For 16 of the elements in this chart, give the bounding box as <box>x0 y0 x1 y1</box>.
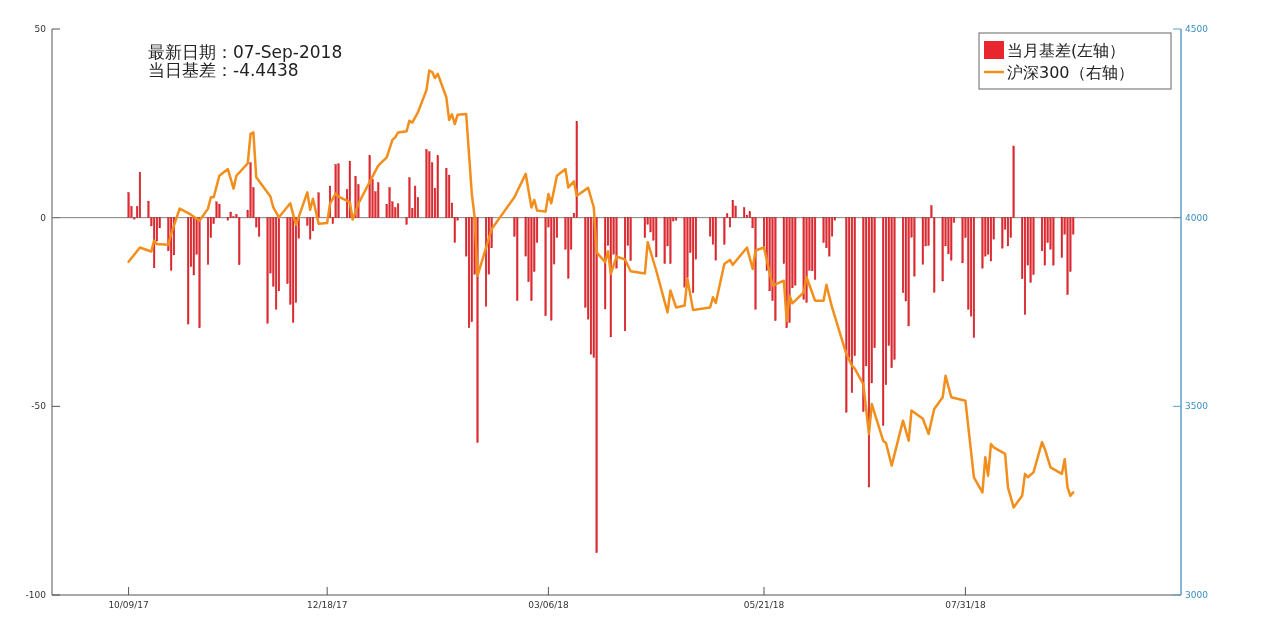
x-tick-label: 05/21/18 <box>743 600 785 610</box>
x-tick-label: 03/06/18 <box>528 600 569 610</box>
y-tick-label: -100 <box>25 590 47 600</box>
x-tick-label: 12/18/17 <box>306 600 348 610</box>
y-tick-label: -50 <box>31 401 47 412</box>
y-tick-label: 0 <box>40 212 47 223</box>
y2-tick-label: 4000 <box>1185 212 1209 223</box>
y-tick-label: 50 <box>34 24 47 34</box>
y2-tick-label: 3000 <box>1185 590 1209 600</box>
y2-tick-label: 3500 <box>1185 401 1209 412</box>
legend-label: 沪深300（右轴） <box>1007 63 1134 82</box>
x-tick-label: 10/09/17 <box>108 600 149 610</box>
y2-tick-label: 4500 <box>1185 24 1209 34</box>
annotation: 最新日期：07-Sep-2018 <box>148 42 343 62</box>
x-tick-label: 07/31/18 <box>945 600 986 610</box>
legend-label: 当月基差(左轴） <box>1007 41 1126 60</box>
